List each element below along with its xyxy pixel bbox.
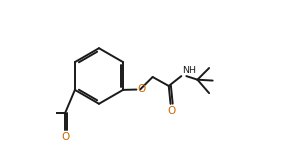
Text: O: O [137, 84, 146, 94]
Text: O: O [167, 106, 176, 116]
Text: NH: NH [182, 66, 196, 75]
Text: O: O [61, 132, 70, 142]
